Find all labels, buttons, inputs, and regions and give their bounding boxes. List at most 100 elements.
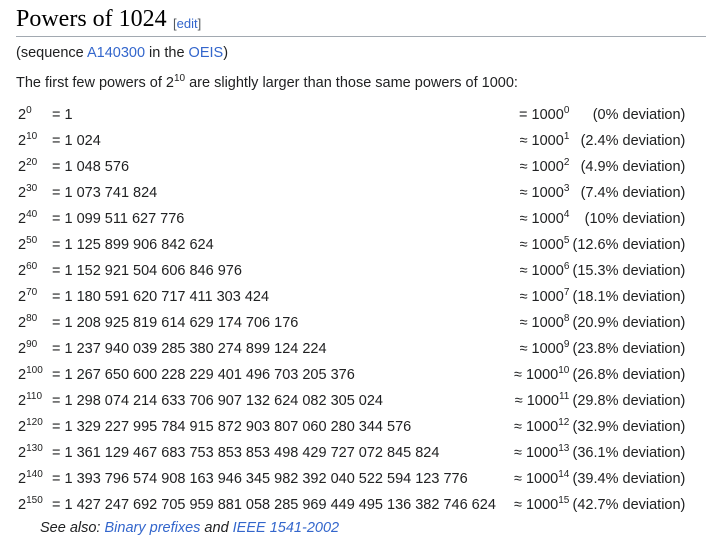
table-row: 270 = 1 180 591 620 717 411 303 424 ≈ 1000… xyxy=(16,284,685,310)
sequence-note: (sequence A140300 in the OEIS) xyxy=(16,45,228,61)
power-exponent: 120 xyxy=(26,417,43,428)
power-base: 2 xyxy=(18,159,27,175)
approx-base: ≈ 1000 xyxy=(514,393,559,409)
power-exponent: 110 xyxy=(26,391,43,402)
deviation-cell: (39.4% deviation) xyxy=(572,471,686,487)
approx-base: ≈ 1000 xyxy=(514,419,559,435)
exact-value: = 1 393 796 574 908 163 946 345 982 392 … xyxy=(52,471,468,487)
power-base: 2 xyxy=(18,367,27,383)
approx-cell: ≈ 10005 xyxy=(514,232,570,258)
table-row: 20 = 1 = 10000 (0% deviation) xyxy=(16,102,685,128)
power-base: 2 xyxy=(18,237,27,253)
see-also-prefix: See also: xyxy=(40,520,105,536)
approx-exponent: 4 xyxy=(563,209,570,220)
ieee-link[interactable]: IEEE 1541-2002 xyxy=(232,520,340,536)
exact-value: = 1 024 xyxy=(52,133,101,149)
power-exponent: 150 xyxy=(26,495,43,506)
power-base: 2 xyxy=(18,497,27,513)
power-exponent: 80 xyxy=(26,313,38,324)
power-exponent: 10 xyxy=(26,131,38,142)
edit-link[interactable]: edit xyxy=(176,16,198,31)
power-base: 2 xyxy=(18,211,27,227)
power-base: 2 xyxy=(18,445,27,461)
deviation-cell: (20.9% deviation) xyxy=(572,315,686,331)
approx-cell: ≈ 10006 xyxy=(514,258,570,284)
power-cell: 260 xyxy=(16,258,52,284)
table-row: 2150 = 1 427 247 692 705 959 881 058 285 … xyxy=(16,492,685,518)
power-cell: 230 xyxy=(16,180,52,206)
see-also-and: and xyxy=(200,520,233,536)
approx-exponent: 13 xyxy=(558,443,570,454)
exact-value: = 1 xyxy=(52,107,73,123)
exact-value: = 1 125 899 906 842 624 xyxy=(52,237,214,253)
power-cell: 2130 xyxy=(16,440,52,466)
power-cell: 210 xyxy=(16,128,52,154)
approx-exponent: 7 xyxy=(563,287,570,298)
power-cell: 290 xyxy=(16,336,52,362)
approx-cell: ≈ 10001 xyxy=(514,128,570,154)
approx-cell: ≈ 10007 xyxy=(514,284,570,310)
oeis-link[interactable]: OEIS xyxy=(188,45,224,61)
approx-base: ≈ 1000 xyxy=(519,289,564,305)
intro-after: are slightly larger than those same powe… xyxy=(185,75,518,91)
sequence-link[interactable]: A140300 xyxy=(86,45,146,61)
edit-bracket-open: [ xyxy=(173,16,177,31)
table-row: 2120 = 1 329 227 995 784 915 872 903 807 … xyxy=(16,414,685,440)
power-cell: 2150 xyxy=(16,492,52,518)
table-row: 2110 = 1 298 074 214 633 706 907 132 624 … xyxy=(16,388,685,414)
power-base: 2 xyxy=(18,289,27,305)
approx-cell: ≈ 100015 xyxy=(514,492,569,518)
table-row: 230 = 1 073 741 824 ≈ 10003 (7.4% deviation… xyxy=(16,180,685,206)
approx-base: ≈ 1000 xyxy=(519,315,564,331)
approx-exponent: 12 xyxy=(558,417,570,428)
power-base: 2 xyxy=(18,315,27,331)
approx-exponent: 5 xyxy=(563,235,570,246)
table-row: 290 = 1 237 940 039 285 380 274 899 124 2… xyxy=(16,336,685,362)
approx-cell: ≈ 100010 xyxy=(514,362,569,388)
power-cell: 2140 xyxy=(16,466,52,492)
deviation-cell: (23.8% deviation) xyxy=(572,341,686,357)
approx-cell: ≈ 100014 xyxy=(514,466,569,492)
approx-cell: ≈ 10009 xyxy=(514,336,570,362)
deviation-cell: (32.9% deviation) xyxy=(572,419,686,435)
exact-value: = 1 152 921 504 606 846 976 xyxy=(52,263,242,279)
table-row: 2130 = 1 361 129 467 683 753 853 853 498 … xyxy=(16,440,685,466)
intro-exponent: 10 xyxy=(173,73,186,84)
power-base: 2 xyxy=(18,107,27,123)
approx-exponent: 3 xyxy=(563,183,570,194)
approx-base: ≈ 1000 xyxy=(514,367,559,383)
power-cell: 270 xyxy=(16,284,52,310)
table-row: 260 = 1 152 921 504 606 846 976 ≈ 10006 (15… xyxy=(16,258,685,284)
power-exponent: 30 xyxy=(26,183,38,194)
approx-exponent: 2 xyxy=(563,157,570,168)
approx-base: ≈ 1000 xyxy=(519,263,564,279)
deviation-cell: (7.4% deviation) xyxy=(580,185,686,201)
approx-base: ≈ 1000 xyxy=(519,133,564,149)
approx-cell: ≈ 100013 xyxy=(514,440,569,466)
power-exponent: 50 xyxy=(26,235,38,246)
approx-exponent: 14 xyxy=(558,469,570,480)
approx-base: ≈ 1000 xyxy=(514,445,559,461)
approx-base: ≈ 1000 xyxy=(514,471,559,487)
edit-bracket-close: ] xyxy=(197,16,202,31)
table-row: 210 = 1 024 ≈ 10001 (2.4% deviation) xyxy=(16,128,685,154)
approx-exponent: 6 xyxy=(563,261,570,272)
intro-sentence: The first few powers of 210 are slightly… xyxy=(16,73,518,92)
binary-prefixes-link[interactable]: Binary prefixes xyxy=(104,520,201,536)
table-row: 2140 = 1 393 796 574 908 163 946 345 982 … xyxy=(16,466,685,492)
power-base: 2 xyxy=(18,341,27,357)
power-exponent: 20 xyxy=(26,157,38,168)
table-row: 240 = 1 099 511 627 776 ≈ 10004 (10% deviat… xyxy=(16,206,685,232)
deviation-cell: (42.7% deviation) xyxy=(572,497,686,513)
approx-exponent: 15 xyxy=(558,495,570,506)
power-exponent: 100 xyxy=(26,365,43,376)
power-cell: 240 xyxy=(16,206,52,232)
power-cell: 2100 xyxy=(16,362,52,388)
approx-base: = 1000 xyxy=(519,107,564,123)
approx-base: ≈ 1000 xyxy=(519,341,564,357)
power-cell: 20 xyxy=(16,102,52,128)
deviation-cell: (29.8% deviation) xyxy=(572,393,686,409)
deviation-cell: (0% deviation) xyxy=(592,107,686,123)
deviation-cell: (4.9% deviation) xyxy=(580,159,686,175)
approx-exponent: 1 xyxy=(563,131,570,142)
